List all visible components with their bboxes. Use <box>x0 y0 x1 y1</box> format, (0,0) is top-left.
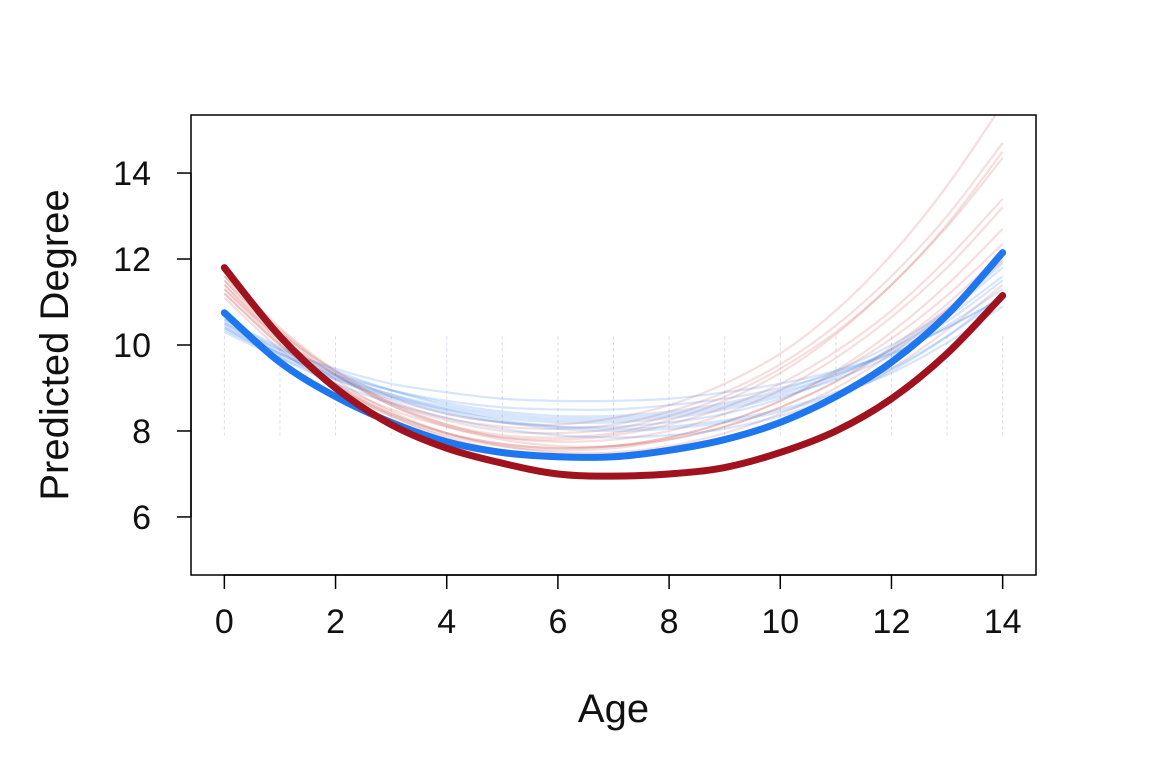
y-axis: 6 8 10 12 14 <box>113 155 192 537</box>
y-tick-label: 14 <box>113 155 151 193</box>
blue-background-curve <box>223 305 1004 433</box>
y-tick-label: 8 <box>132 413 151 451</box>
blue-background-curve <box>223 292 1004 439</box>
red-background-curve <box>223 198 1004 441</box>
blue-background-curve <box>223 275 1004 422</box>
blue-background-curve <box>223 279 1004 411</box>
x-tick-label: 10 <box>761 603 799 641</box>
red-series-line <box>220 264 1007 480</box>
x-tick-label: 14 <box>984 603 1022 641</box>
x-tick-label: 2 <box>326 603 345 641</box>
y-axis-title: Predicted Degree <box>33 189 77 500</box>
x-axis-title: Age <box>578 687 649 731</box>
red-background-curve <box>223 258 1004 455</box>
red-background-curve <box>223 142 1004 431</box>
red-background-curve <box>223 206 1004 443</box>
x-tick-label: 8 <box>660 603 679 641</box>
blue-background-curve <box>223 288 1004 425</box>
blue-background-curve <box>223 262 1004 418</box>
x-tick-label: 12 <box>873 603 911 641</box>
red-background-curve <box>223 251 1004 448</box>
blue-series-line <box>220 249 1007 461</box>
red-background-curve <box>223 157 1004 435</box>
blue-background-curve <box>223 296 1004 420</box>
x-axis: 0 2 4 6 8 10 12 14 <box>215 574 1022 641</box>
x-tick-label: 6 <box>548 603 567 641</box>
blue-background-curve <box>223 296 1004 430</box>
blue-background-curve <box>223 266 1004 429</box>
x-tick-label: 4 <box>437 603 456 641</box>
main-series <box>220 249 1007 480</box>
red-background-curve <box>223 228 1004 450</box>
x-tick-label: 0 <box>215 603 234 641</box>
y-tick-label: 12 <box>113 241 151 279</box>
blue-background-curve <box>223 296 1004 403</box>
red-background-curve <box>223 115 997 426</box>
y-tick-label: 10 <box>113 327 151 365</box>
red-background-curve <box>223 150 1004 439</box>
y-tick-label: 6 <box>132 499 151 537</box>
